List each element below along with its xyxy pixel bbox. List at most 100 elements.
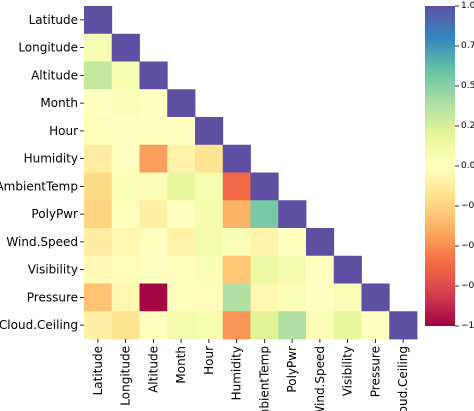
- heatmap-cell: [111, 89, 140, 118]
- heatmap-cell: [84, 117, 113, 146]
- heatmap-cell: [195, 117, 224, 146]
- heatmap-cell: [84, 89, 113, 118]
- colorbar-tick-label: 0.25: [461, 121, 474, 131]
- heatmap-cell: [222, 144, 251, 173]
- column-label: AmbientTemp: [257, 346, 271, 411]
- row-label: Humidity: [24, 152, 78, 166]
- colorbar-tick-label: −1.00: [461, 321, 474, 331]
- row-labels: Latitude Longitude Altitude Month Hour Humidi…: [0, 13, 84, 332]
- heatmap-cell: [195, 255, 224, 284]
- heatmap-cell: [306, 228, 335, 257]
- heatmap-cell: [111, 61, 140, 90]
- heatmap-cell: [167, 89, 196, 118]
- heatmap-cell: [306, 283, 335, 312]
- heatmap-cell: [167, 255, 196, 284]
- column-label: Wind.Speed: [313, 346, 327, 411]
- row-label: Wind.Speed: [6, 235, 78, 249]
- heatmap-cell: [333, 311, 362, 340]
- colorbar-ticks: 1.00 0.75 0.50 0.25 0.00 −0.25 −0.50 −0.75 −1.00: [455, 1, 474, 331]
- row-label: Cloud.Ceiling: [0, 318, 78, 332]
- heatmap-cell: [250, 200, 279, 229]
- heatmap-cell: [139, 61, 168, 90]
- column-label: Hour: [202, 346, 216, 375]
- heatmap-cell: [84, 172, 113, 201]
- heatmap-cell: [195, 228, 224, 257]
- heatmap-cell: [111, 255, 140, 284]
- heatmap-cell: [84, 255, 113, 284]
- heatmap-cell: [278, 200, 307, 229]
- heatmap-cell: [306, 255, 335, 284]
- heatmap-cell: [84, 33, 113, 62]
- heatmap-cell: [306, 311, 335, 340]
- column-label: Latitude: [91, 346, 105, 395]
- heatmap-cell: [139, 200, 168, 229]
- heatmap-cell: [167, 200, 196, 229]
- row-label: Latitude: [29, 13, 78, 27]
- heatmap-cell: [139, 255, 168, 284]
- column-label: Cloud.Ceiling: [396, 346, 410, 411]
- heatmap-cell: [222, 228, 251, 257]
- colorbar-tick-label: 0.00: [461, 161, 474, 171]
- colorbar-gradient: [425, 6, 455, 326]
- heatmap-cell: [139, 144, 168, 173]
- heatmap-cell: [195, 144, 224, 173]
- heatmap-cell: [250, 283, 279, 312]
- colorbar-tick-label: 1.00: [461, 1, 474, 11]
- heatmap-cell: [250, 228, 279, 257]
- colorbar-tick-label: 0.50: [461, 81, 474, 91]
- heatmap-cell: [222, 283, 251, 312]
- colorbar-tick-label: 0.75: [461, 41, 474, 51]
- heatmap-cell: [195, 283, 224, 312]
- heatmap-cell: [250, 255, 279, 284]
- heatmap-cell: [333, 283, 362, 312]
- row-label: Month: [40, 96, 78, 110]
- heatmap-cell: [167, 172, 196, 201]
- column-label: Humidity: [230, 346, 244, 400]
- row-label: PolyPwr: [31, 207, 78, 221]
- heatmap-cell: [111, 172, 140, 201]
- heatmap-cell: [278, 228, 307, 257]
- heatmap-cell: [111, 228, 140, 257]
- heatmap-cell: [222, 311, 251, 340]
- heatmap-cell: [222, 255, 251, 284]
- heatmap-cell: [361, 311, 390, 340]
- heatmap-cell: [111, 283, 140, 312]
- heatmap-cell: [167, 311, 196, 340]
- colorbar: [425, 6, 455, 326]
- column-label: Altitude: [146, 346, 160, 393]
- heatmap-cell: [84, 311, 113, 340]
- heatmap-cell: [111, 311, 140, 340]
- heatmap-cell: [167, 283, 196, 312]
- row-label: AmbientTemp: [0, 179, 78, 193]
- heatmap-cell: [278, 311, 307, 340]
- heatmap-cell: [139, 311, 168, 340]
- heatmap-cell: [333, 255, 362, 284]
- row-label: Altitude: [31, 68, 78, 82]
- row-label: Hour: [49, 124, 78, 138]
- heatmap-cell: [278, 283, 307, 312]
- row-label: Visibility: [28, 263, 78, 277]
- heatmap-cell: [139, 228, 168, 257]
- heatmap-cell: [111, 200, 140, 229]
- heatmap-cell: [278, 255, 307, 284]
- heatmap-cell: [84, 144, 113, 173]
- heatmap-cell: [195, 311, 224, 340]
- column-label: Month: [174, 346, 188, 384]
- heatmap-cells: [84, 6, 418, 340]
- column-labels: Latitude Longitude Altitude Month Hour Humidi…: [91, 339, 410, 411]
- column-label: Visibility: [341, 346, 355, 396]
- heatmap-cell: [84, 61, 113, 90]
- heatmap-cell: [195, 200, 224, 229]
- colorbar-tick-label: −0.75: [461, 281, 474, 291]
- heatmap-cell: [139, 283, 168, 312]
- row-label: Pressure: [27, 290, 78, 304]
- heatmap-cell: [222, 200, 251, 229]
- heatmap-cell: [111, 144, 140, 173]
- colorbar-tick-label: −0.25: [461, 201, 474, 211]
- heatmap-cell: [139, 172, 168, 201]
- heatmap-cell: [195, 172, 224, 201]
- heatmap-cell: [111, 117, 140, 146]
- heatmap-cell: [139, 117, 168, 146]
- heatmap-cell: [167, 144, 196, 173]
